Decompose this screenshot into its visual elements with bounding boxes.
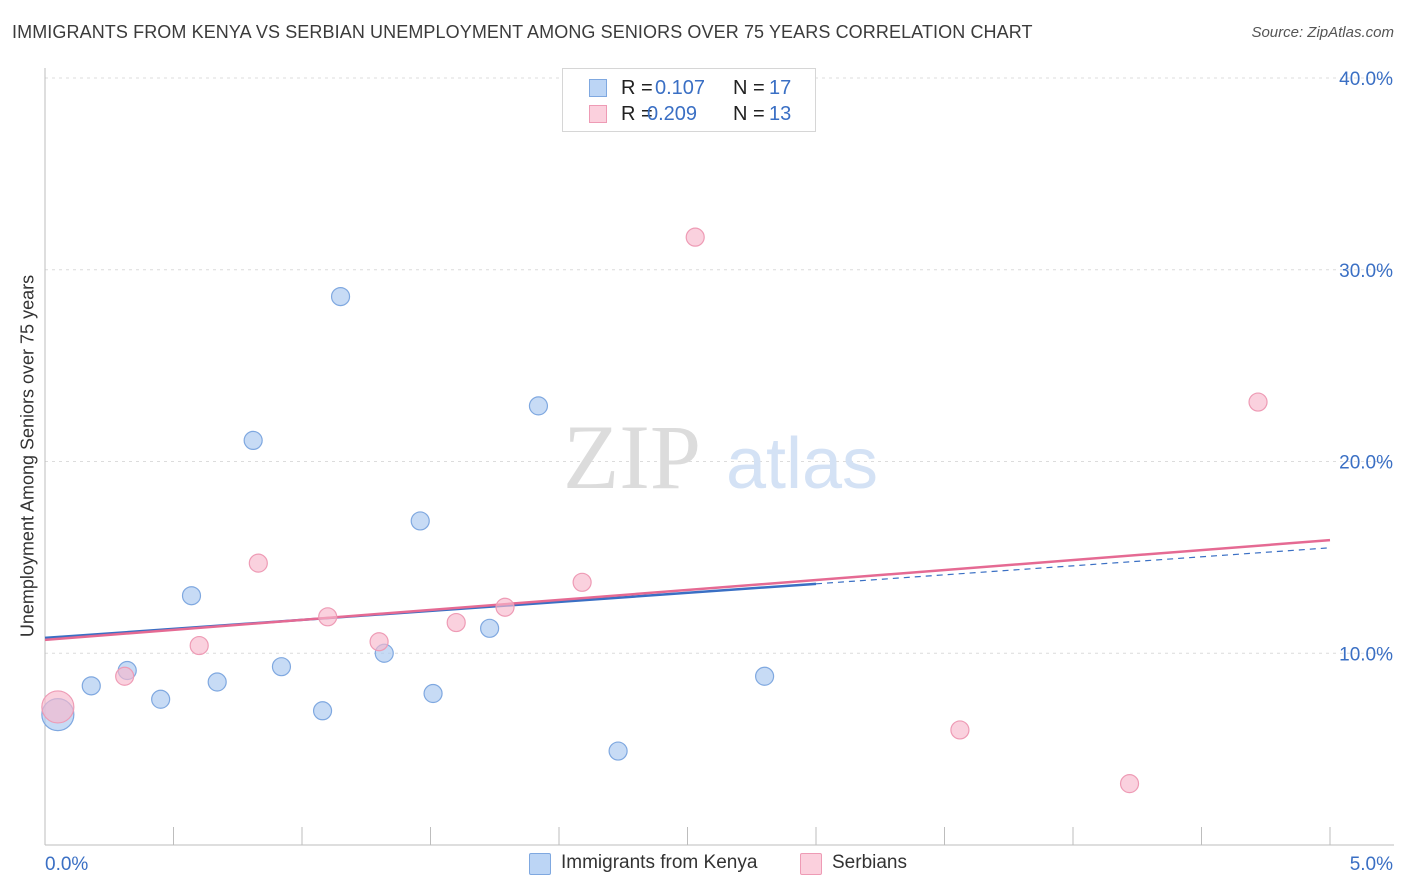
data-points xyxy=(41,227,1268,794)
correlation-legend: R = 0.107 N = 17 R = 0.209 N = 13 xyxy=(562,68,816,132)
point-serbians xyxy=(1248,392,1268,412)
point-kenya xyxy=(480,618,500,638)
legend-r-label: R = xyxy=(621,103,653,125)
point-serbians xyxy=(950,720,970,740)
point-kenya xyxy=(151,689,171,709)
legend-n-label: N = xyxy=(733,77,765,99)
x-tick-label: 0.0% xyxy=(45,854,88,875)
point-serbians xyxy=(1119,774,1140,794)
trend-lines xyxy=(44,538,1331,642)
axes xyxy=(44,68,1394,846)
point-kenya xyxy=(528,396,549,416)
bottom-legend-label-kenya: Immigrants from Kenya xyxy=(561,852,758,873)
legend-swatch-serbians xyxy=(589,105,607,123)
y-tick-label: 10.0% xyxy=(1339,644,1393,665)
point-kenya xyxy=(330,286,351,307)
x-tick-label: 5.0% xyxy=(1350,854,1393,875)
point-kenya xyxy=(754,666,775,686)
chart-title: IMMIGRANTS FROM KENYA VS SERBIAN UNEMPLO… xyxy=(12,22,1033,42)
legend-r-label: R = xyxy=(621,77,653,99)
legend-swatch-kenya xyxy=(589,79,607,97)
point-serbians xyxy=(685,227,705,247)
legend-n-value-serbians: 13 xyxy=(769,103,792,125)
gridlines xyxy=(45,77,1394,654)
point-serbians xyxy=(369,632,389,652)
point-kenya xyxy=(243,430,263,451)
point-kenya xyxy=(81,676,101,696)
y-axis-title: Unemployment Among Seniors over 75 years xyxy=(17,274,38,638)
point-serbians xyxy=(572,572,592,592)
y-tick-label: 30.0% xyxy=(1339,261,1393,282)
point-kenya xyxy=(181,586,202,606)
point-kenya xyxy=(207,672,227,692)
point-serbians xyxy=(495,597,515,617)
point-kenya xyxy=(312,701,333,721)
point-kenya xyxy=(410,511,430,531)
trend-line-serbians xyxy=(44,538,1331,642)
watermark-atlas: atlas xyxy=(726,424,878,504)
point-serbians xyxy=(446,612,466,633)
y-tick-label: 40.0% xyxy=(1339,69,1393,90)
legend-n-label: N = xyxy=(733,103,765,125)
point-serbians xyxy=(318,607,338,627)
point-serbians xyxy=(189,635,209,656)
point-kenya xyxy=(271,657,292,677)
bottom-legend-swatch-kenya xyxy=(529,853,551,875)
point-kenya xyxy=(423,683,443,704)
point-serbians xyxy=(41,690,75,724)
bottom-legend-swatch-serbians xyxy=(800,853,822,875)
point-serbians xyxy=(115,666,135,686)
legend-r-value-serbians: 0.209 xyxy=(647,103,698,125)
bottom-legend-label-serbians: Serbians xyxy=(832,852,907,873)
point-serbians xyxy=(248,553,268,573)
legend-r-value-kenya: 0.107 xyxy=(655,77,706,99)
trend-line-kenya-dashed xyxy=(815,547,1331,585)
source-credit: Source: ZipAtlas.com xyxy=(1251,24,1394,41)
y-tick-label: 20.0% xyxy=(1339,453,1393,474)
legend-n-value-kenya: 17 xyxy=(769,77,792,99)
point-kenya xyxy=(608,741,628,761)
watermark-zip: ZIP xyxy=(563,406,701,508)
tick-labels: 10.0% 20.0% 30.0% 40.0% 0.0% 5.0% xyxy=(45,69,1393,875)
